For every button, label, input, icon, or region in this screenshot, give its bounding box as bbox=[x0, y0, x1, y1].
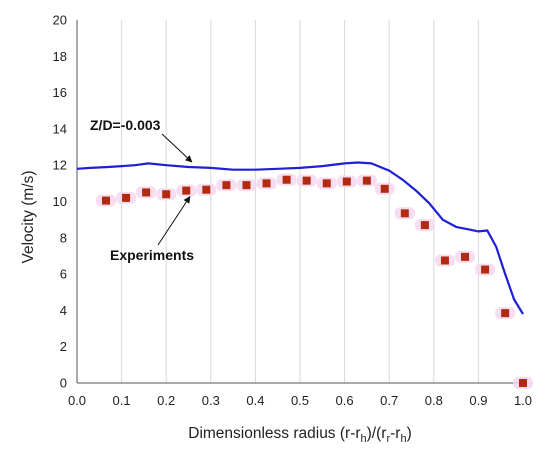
experiment-point bbox=[400, 209, 409, 218]
annotation-label: Experiments bbox=[110, 247, 194, 263]
y-tick-label: 16 bbox=[53, 85, 67, 100]
y-axis-title: Velocity (m/s) bbox=[20, 170, 37, 263]
x-tick-label: 0.4 bbox=[246, 393, 264, 408]
experiment-point bbox=[440, 256, 449, 265]
y-tick-label: 14 bbox=[53, 121, 67, 136]
experiment-point bbox=[519, 379, 527, 387]
x-tick-label: 0.1 bbox=[113, 393, 131, 408]
experiment-point bbox=[142, 188, 151, 197]
annotation-label: Z/D=-0.003 bbox=[90, 117, 161, 133]
experiment-point bbox=[481, 265, 490, 274]
experiment-point bbox=[461, 252, 470, 261]
experiment-point bbox=[282, 175, 291, 184]
annotation-arrow bbox=[157, 196, 191, 246]
y-tick-label: 12 bbox=[53, 158, 67, 173]
y-tick-labels: 0 2 4 6 8 10 12 14 16 18 20 bbox=[53, 13, 67, 391]
x-tick-labels: 0.0 0.1 0.2 0.3 0.4 0.5 0.6 0.7 0.8 0.9 1.0 bbox=[68, 393, 532, 408]
y-tick-label: 4 bbox=[60, 303, 67, 318]
x-axis-title: Dimensionless radius (r-rh)/(rr-rh) bbox=[188, 425, 411, 445]
y-tick-label: 2 bbox=[60, 339, 67, 354]
experiment-point bbox=[362, 176, 371, 185]
annotation-arrow bbox=[161, 133, 193, 163]
experiment-point bbox=[342, 177, 351, 186]
experiment-point bbox=[242, 181, 251, 190]
x-tick-label: 0.9 bbox=[469, 393, 487, 408]
axes bbox=[76, 20, 523, 384]
experiment-point bbox=[302, 176, 311, 185]
x-tick-label: 0.8 bbox=[425, 393, 443, 408]
x-tick-label: 0.6 bbox=[336, 393, 354, 408]
y-tick-label: 6 bbox=[60, 267, 67, 282]
simulation-line bbox=[76, 161, 524, 315]
x-tick-label: 0.3 bbox=[202, 393, 220, 408]
y-tick-label: 20 bbox=[53, 13, 67, 28]
y-tick-label: 8 bbox=[60, 230, 67, 245]
experiment-point bbox=[262, 179, 271, 188]
data-series bbox=[76, 161, 533, 389]
experiment-point bbox=[122, 193, 131, 202]
experiment-point bbox=[420, 221, 429, 230]
experiment-point bbox=[380, 184, 389, 193]
experiment-point bbox=[182, 186, 191, 195]
experiment-point bbox=[162, 190, 171, 199]
experiment-point bbox=[202, 185, 211, 194]
x-tick-label: 0.7 bbox=[380, 393, 398, 408]
x-tick-label: 1.0 bbox=[514, 393, 532, 408]
experiment-point bbox=[101, 196, 110, 205]
grid-lines bbox=[121, 20, 479, 383]
y-tick-label: 10 bbox=[53, 194, 67, 209]
x-tick-label: 0.5 bbox=[291, 393, 309, 408]
y-tick-label: 18 bbox=[53, 49, 67, 64]
experiment-point bbox=[222, 181, 231, 190]
x-tick-label: 0.0 bbox=[68, 393, 86, 408]
x-tick-label: 0.2 bbox=[157, 393, 175, 408]
y-tick-label: 0 bbox=[60, 376, 67, 391]
annotations: Z/D=-0.003 Experiments bbox=[90, 117, 194, 263]
experiment-point bbox=[322, 179, 331, 188]
experiment-point bbox=[501, 309, 510, 318]
